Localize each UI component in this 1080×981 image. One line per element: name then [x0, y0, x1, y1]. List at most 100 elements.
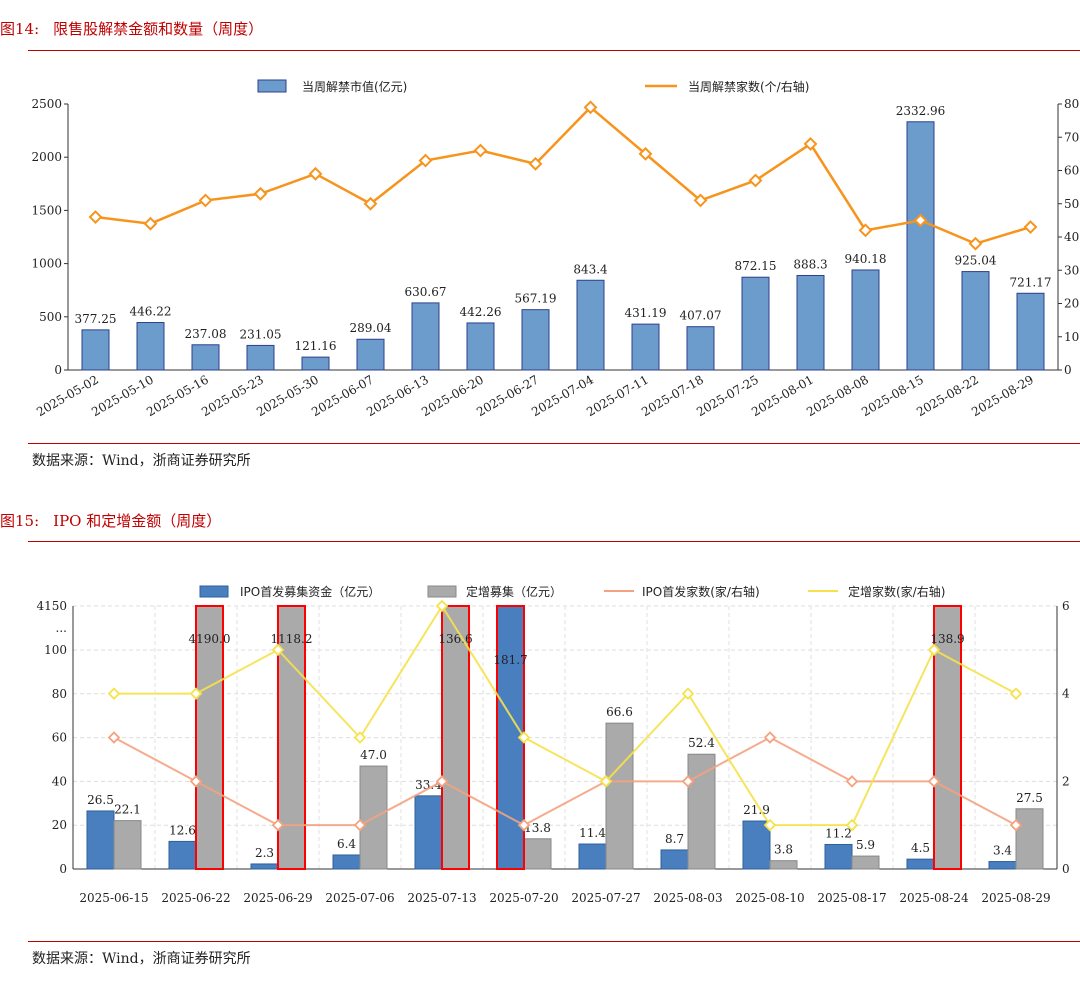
ipo-bar — [414, 795, 443, 870]
line-marker — [583, 100, 598, 115]
left-tick-label: 4150 — [36, 599, 67, 613]
line-marker — [913, 213, 928, 228]
bar-data-label: 940.18 — [845, 252, 887, 266]
line-marker — [308, 166, 323, 181]
highlight-box — [441, 605, 470, 870]
x-tick-label: 2025-08-24 — [899, 891, 969, 905]
line-marker — [599, 775, 613, 788]
x-tick-label: 2025-08-29 — [981, 891, 1050, 905]
line-marker — [418, 153, 433, 168]
x-tick-label: 2025-07-06 — [325, 891, 394, 905]
line-marker — [271, 643, 285, 657]
bar-data-label: 888.3 — [793, 257, 827, 271]
line-marker — [845, 818, 859, 832]
ipo-bar — [86, 810, 115, 870]
ipo-bar-data-label: 6.4 — [337, 837, 356, 851]
line-marker — [968, 236, 983, 251]
ipo-bar-data-label: 11.2 — [825, 826, 852, 840]
figure15-source: 数据来源：Wind，浙商证券研究所 — [32, 951, 251, 967]
line-marker — [693, 193, 708, 208]
left-tick-label: 500 — [39, 310, 62, 324]
ipo-bar-data-label: 4.5 — [911, 841, 930, 855]
bar-data-label: 121.16 — [295, 339, 337, 353]
left-tick-label: ... — [56, 621, 67, 635]
x-tick-label: 2025-08-17 — [817, 891, 886, 905]
right-tick-label: 0 — [1062, 862, 1070, 876]
line-marker — [435, 599, 449, 613]
legend-label-bar: 当周解禁市值(亿元) — [302, 79, 407, 94]
figure15-top-rule — [28, 541, 1080, 542]
line-marker — [143, 216, 158, 231]
ipo-bar-data-label: 11.4 — [579, 826, 606, 840]
bar — [906, 121, 935, 371]
placement-bar — [113, 820, 142, 870]
bar — [411, 302, 440, 371]
figure15-chart: 0 20 40 60 80 100... 4150 0 2 4 6 26.522.1 2025-06-1… — [36, 584, 1070, 905]
line-marker — [763, 731, 777, 744]
placement-bar-data-label: 138.9 — [930, 632, 964, 646]
x-tick-label: 2025-06-22 — [161, 891, 230, 905]
line-marker — [253, 186, 268, 201]
line-marker — [353, 818, 367, 832]
ipo-bar — [332, 854, 361, 870]
highlight-box — [277, 605, 306, 870]
bar-data-label: 2332.96 — [896, 104, 946, 118]
line-marker — [88, 210, 103, 224]
right-tick-label: 50 — [1064, 197, 1079, 211]
right-tick-label: 20 — [1064, 297, 1079, 311]
line-marker — [1009, 687, 1023, 700]
right-tick-label: 80 — [1064, 97, 1079, 111]
placement-bar — [523, 838, 552, 870]
x-tick-label: 2025-07-27 — [571, 891, 640, 905]
bar — [796, 274, 825, 371]
x-tick-label: 2025-06-29 — [243, 891, 312, 905]
bar — [521, 309, 550, 371]
right-tick-label: 4 — [1062, 687, 1070, 701]
figure15-title: 图15: IPO 和定增金额（周度） — [0, 510, 221, 531]
bar — [81, 329, 110, 371]
figure15-bottom-rule — [28, 941, 1080, 942]
ipo-bar — [578, 843, 607, 870]
legend-label-line: 当周解禁家数(个/右轴) — [688, 79, 809, 94]
line-marker — [517, 731, 531, 744]
line-marker — [763, 818, 777, 832]
line-marker — [748, 173, 763, 188]
placement-bar — [769, 860, 798, 870]
line-marker — [845, 775, 859, 788]
placement-bar — [1015, 808, 1044, 870]
left-tick-label: 2000 — [31, 150, 62, 164]
left-tick-label: 0 — [59, 862, 67, 876]
placement-bar-data-label: 66.6 — [606, 705, 633, 719]
bar — [466, 322, 495, 371]
line-marker — [198, 193, 213, 208]
placement-bar-data-label: 27.5 — [1016, 791, 1043, 805]
left-tick-label: 1500 — [31, 203, 62, 217]
line-marker — [681, 775, 695, 788]
bar-data-label: 377.25 — [75, 312, 117, 326]
ipo-bar — [660, 849, 689, 870]
line-marker — [927, 643, 941, 657]
bar-data-label: 872.15 — [735, 259, 777, 273]
figure14-number: 图14: — [0, 20, 40, 38]
left-tick-label: 2500 — [31, 97, 62, 111]
legend-label-placement: 定增募集（亿元） — [466, 584, 562, 599]
placement-bar — [441, 605, 470, 870]
left-tick-label: 60 — [52, 731, 67, 745]
line-marker — [271, 818, 285, 832]
line-marker — [681, 687, 695, 700]
series-line-ipo-count — [113, 736, 1017, 827]
ipo-bar — [250, 863, 279, 870]
figure15-number: 图15: — [0, 512, 40, 530]
legend-label-placement-count: 定增家数(家/右轴) — [848, 584, 945, 599]
placement-bar-data-label: 13.8 — [524, 821, 551, 835]
bar — [356, 338, 385, 371]
x-tick-label: 2025-08-03 — [653, 891, 722, 905]
bar — [246, 344, 275, 371]
bar — [301, 356, 330, 371]
ipo-bar — [906, 858, 935, 870]
bar-data-label: 721.17 — [1010, 275, 1052, 289]
line-marker — [528, 156, 543, 171]
bar — [191, 344, 220, 371]
series-line-unlock-count — [95, 105, 1031, 245]
figure14-title-text: 限售股解禁金额和数量（周度） — [53, 20, 264, 38]
